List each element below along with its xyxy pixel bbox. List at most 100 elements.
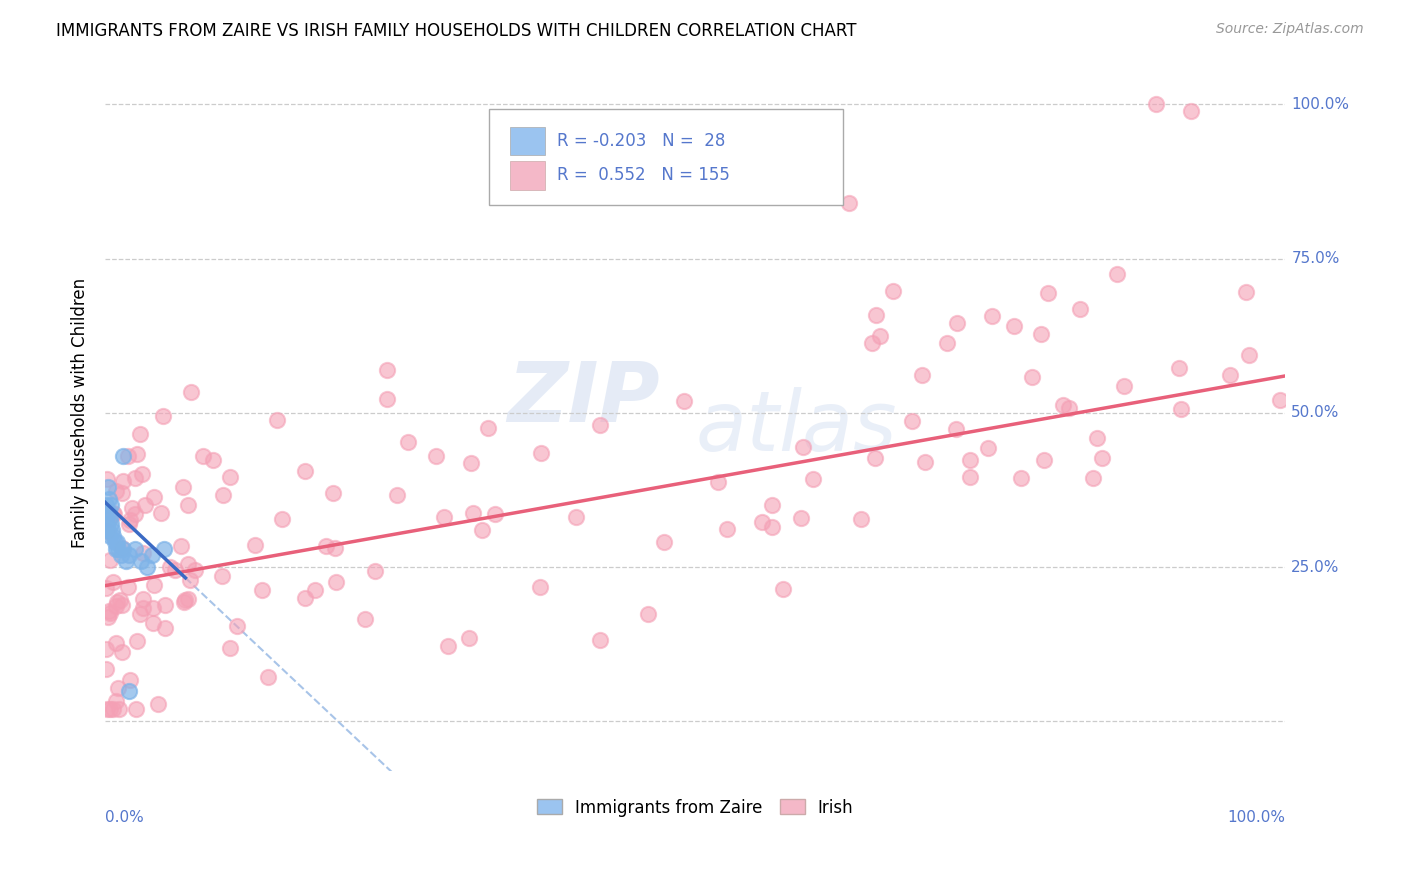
Immigrants from Zaire xyxy=(100,499,122,513)
Irish xyxy=(1010,471,1032,485)
Irish xyxy=(129,607,152,621)
Irish xyxy=(110,485,132,500)
Irish xyxy=(152,409,174,423)
Irish xyxy=(173,595,195,609)
Irish xyxy=(134,498,156,512)
Irish xyxy=(117,580,139,594)
Irish xyxy=(105,483,128,498)
Irish xyxy=(981,309,1004,323)
Irish xyxy=(117,449,139,463)
Irish xyxy=(131,467,153,482)
Irish xyxy=(96,471,118,485)
Irish xyxy=(177,592,200,607)
Text: 100.0%: 100.0% xyxy=(1291,97,1350,112)
Irish xyxy=(652,534,675,549)
Irish xyxy=(96,702,118,716)
Irish xyxy=(125,702,148,716)
Irish xyxy=(266,413,288,427)
Irish xyxy=(325,574,347,589)
Text: Source: ZipAtlas.com: Source: ZipAtlas.com xyxy=(1216,22,1364,37)
Immigrants from Zaire xyxy=(110,548,132,562)
Irish xyxy=(1270,392,1292,407)
Irish xyxy=(153,598,176,612)
Text: IMMIGRANTS FROM ZAIRE VS IRISH FAMILY HOUSEHOLDS WITH CHILDREN CORRELATION CHART: IMMIGRANTS FROM ZAIRE VS IRISH FAMILY HO… xyxy=(56,22,856,40)
Irish xyxy=(761,520,783,534)
Irish xyxy=(772,582,794,596)
Immigrants from Zaire xyxy=(105,535,128,549)
Irish xyxy=(425,449,447,463)
FancyBboxPatch shape xyxy=(489,109,842,205)
Irish xyxy=(375,392,398,406)
Irish xyxy=(385,488,408,502)
Irish xyxy=(589,632,612,647)
Immigrants from Zaire xyxy=(96,499,118,513)
Irish xyxy=(936,335,959,350)
Irish xyxy=(132,600,155,615)
Immigrants from Zaire xyxy=(97,505,120,519)
Irish xyxy=(860,336,883,351)
Irish xyxy=(96,581,118,595)
Irish xyxy=(226,619,249,633)
Irish xyxy=(911,368,934,382)
Immigrants from Zaire xyxy=(101,523,124,537)
Irish xyxy=(243,538,266,552)
Irish xyxy=(1170,402,1192,417)
Irish xyxy=(1105,267,1128,281)
Irish xyxy=(105,595,128,609)
Irish xyxy=(120,673,142,687)
Immigrants from Zaire xyxy=(124,541,146,556)
Irish xyxy=(304,582,326,597)
Irish xyxy=(294,464,316,478)
Legend: Immigrants from Zaire, Irish: Immigrants from Zaire, Irish xyxy=(530,792,860,823)
Immigrants from Zaire xyxy=(115,554,138,568)
Irish xyxy=(801,472,824,486)
Text: atlas: atlas xyxy=(696,387,897,467)
Irish xyxy=(103,702,125,716)
Irish xyxy=(1069,301,1091,316)
Irish xyxy=(959,453,981,467)
Irish xyxy=(484,508,506,522)
Irish xyxy=(530,446,553,460)
Irish xyxy=(184,563,207,577)
Irish xyxy=(946,316,969,330)
Irish xyxy=(1085,431,1108,445)
Irish xyxy=(219,470,242,484)
Irish xyxy=(132,546,155,560)
Irish xyxy=(180,384,202,399)
Immigrants from Zaire xyxy=(98,510,121,524)
Irish xyxy=(124,470,146,484)
Irish xyxy=(143,491,166,505)
Irish xyxy=(177,557,200,571)
Irish xyxy=(142,616,165,631)
Irish xyxy=(1032,453,1054,467)
Irish xyxy=(101,574,124,589)
Irish xyxy=(437,639,460,653)
Irish xyxy=(1180,103,1202,118)
Text: 100.0%: 100.0% xyxy=(1227,810,1285,825)
Irish xyxy=(202,453,225,467)
Irish xyxy=(706,475,728,489)
Irish xyxy=(779,141,801,155)
Irish xyxy=(716,522,738,536)
Irish xyxy=(271,512,294,526)
Immigrants from Zaire xyxy=(97,523,120,537)
Text: ZIP: ZIP xyxy=(508,358,659,439)
Text: 0.0%: 0.0% xyxy=(105,810,143,825)
Irish xyxy=(174,593,197,607)
Irish xyxy=(132,592,155,607)
Irish xyxy=(193,449,215,463)
Irish xyxy=(163,563,186,577)
Irish xyxy=(838,196,860,211)
Immigrants from Zaire xyxy=(104,541,127,556)
Immigrants from Zaire xyxy=(104,535,127,549)
Irish xyxy=(761,498,783,512)
Irish xyxy=(1234,285,1257,299)
Irish xyxy=(98,604,121,618)
Irish xyxy=(96,524,118,539)
Irish xyxy=(433,509,456,524)
Irish xyxy=(1057,401,1080,416)
Irish xyxy=(1036,285,1059,300)
Irish xyxy=(211,569,233,583)
Irish xyxy=(105,599,128,614)
Irish xyxy=(257,670,280,684)
